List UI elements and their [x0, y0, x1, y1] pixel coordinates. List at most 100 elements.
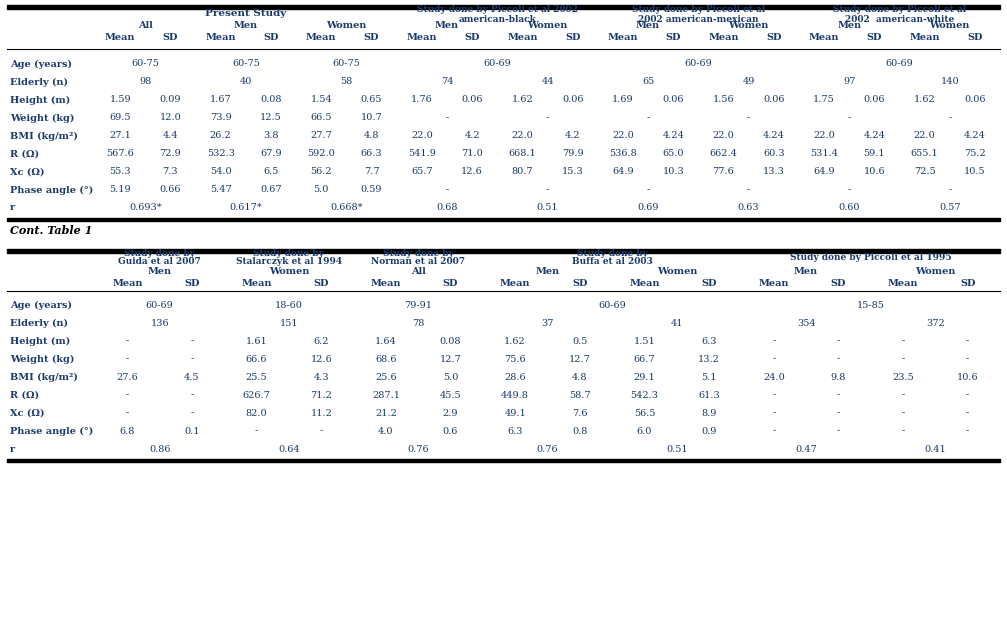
Text: 0.8: 0.8 [572, 426, 587, 435]
Text: Women: Women [657, 266, 697, 275]
Text: SD: SD [766, 33, 781, 42]
Text: Men: Men [435, 22, 459, 31]
Text: -: - [772, 408, 775, 417]
Text: SD: SD [313, 278, 329, 287]
Text: Mean: Mean [508, 33, 538, 42]
Text: 22.0: 22.0 [512, 131, 534, 141]
Text: 27.6: 27.6 [117, 372, 138, 381]
Text: 22.0: 22.0 [411, 131, 433, 141]
Text: 6.3: 6.3 [701, 337, 717, 346]
Text: 151: 151 [280, 319, 298, 328]
Text: Men: Men [234, 22, 258, 31]
Text: 1.56: 1.56 [713, 95, 734, 104]
Text: 28.6: 28.6 [505, 372, 526, 381]
Text: 66.5: 66.5 [310, 113, 332, 122]
Text: 0.08: 0.08 [440, 337, 461, 346]
Text: -: - [126, 355, 129, 364]
Text: 49: 49 [742, 77, 755, 86]
Text: -: - [646, 113, 650, 122]
Text: -: - [966, 337, 970, 346]
Text: -: - [772, 355, 775, 364]
Text: 4.0: 4.0 [379, 426, 394, 435]
Text: 4.2: 4.2 [464, 131, 480, 141]
Text: 0.06: 0.06 [663, 95, 684, 104]
Text: 98: 98 [139, 77, 151, 86]
Text: 6.8: 6.8 [120, 426, 135, 435]
Text: 0.57: 0.57 [939, 204, 961, 212]
Text: 23.5: 23.5 [892, 372, 914, 381]
Text: 0.67: 0.67 [260, 186, 282, 195]
Text: -: - [837, 426, 840, 435]
Text: 1.76: 1.76 [411, 95, 433, 104]
Text: Mean: Mean [105, 33, 135, 42]
Text: 65.7: 65.7 [411, 168, 433, 177]
Text: 13.3: 13.3 [763, 168, 784, 177]
Text: 1.59: 1.59 [110, 95, 131, 104]
Text: 45.5: 45.5 [440, 390, 461, 399]
Text: 71.0: 71.0 [461, 150, 483, 159]
Text: -: - [901, 390, 904, 399]
Text: Men: Men [536, 266, 560, 275]
Text: 4.24: 4.24 [663, 131, 684, 141]
Text: 37: 37 [541, 319, 554, 328]
Text: Guida et al 2007: Guida et al 2007 [118, 257, 201, 266]
Text: 0.1: 0.1 [184, 426, 199, 435]
Text: 60-75: 60-75 [332, 60, 361, 68]
Text: 0.06: 0.06 [864, 95, 885, 104]
Text: 0.693*: 0.693* [129, 204, 161, 212]
Text: -: - [255, 426, 258, 435]
Text: -: - [837, 337, 840, 346]
Text: 6.5: 6.5 [263, 168, 279, 177]
Text: 140: 140 [941, 77, 959, 86]
Text: -: - [966, 355, 970, 364]
Text: 10.6: 10.6 [957, 372, 979, 381]
Text: 71.2: 71.2 [310, 390, 332, 399]
Text: -: - [772, 426, 775, 435]
Text: 22.0: 22.0 [814, 131, 835, 141]
Text: 0.51: 0.51 [537, 204, 558, 212]
Text: 97: 97 [843, 77, 855, 86]
Text: 10.7: 10.7 [361, 113, 383, 122]
Text: Study done by: Study done by [383, 250, 453, 259]
Text: 56.2: 56.2 [310, 168, 332, 177]
Text: 27.7: 27.7 [310, 131, 332, 141]
Text: BMI (kg/m²): BMI (kg/m²) [10, 131, 78, 141]
Text: 4.3: 4.3 [313, 372, 329, 381]
Text: 0.09: 0.09 [160, 95, 181, 104]
Text: 5.47: 5.47 [209, 186, 232, 195]
Text: 1.64: 1.64 [375, 337, 397, 346]
Text: Age (years): Age (years) [10, 60, 71, 68]
Text: 0.06: 0.06 [964, 95, 986, 104]
Text: SD: SD [364, 33, 380, 42]
Text: 75.6: 75.6 [505, 355, 526, 364]
Text: 0.86: 0.86 [149, 445, 170, 454]
Text: BMI (kg/m²): BMI (kg/m²) [10, 372, 78, 381]
Text: 0.47: 0.47 [796, 445, 817, 454]
Text: 15-85: 15-85 [857, 301, 885, 310]
Text: All: All [411, 266, 426, 275]
Text: 655.1: 655.1 [910, 150, 939, 159]
Text: 4.2: 4.2 [565, 131, 580, 141]
Text: Mean: Mean [499, 278, 531, 287]
Text: 73.9: 73.9 [209, 113, 232, 122]
Text: 0.59: 0.59 [361, 186, 383, 195]
Text: Study done by Piccoli et al 1995: Study done by Piccoli et al 1995 [789, 253, 952, 262]
Text: 78: 78 [412, 319, 424, 328]
Text: 4.8: 4.8 [572, 372, 587, 381]
Text: SD: SD [867, 33, 882, 42]
Text: 58.7: 58.7 [569, 390, 591, 399]
Text: 7.7: 7.7 [364, 168, 380, 177]
Text: 1.75: 1.75 [814, 95, 835, 104]
Text: 79.9: 79.9 [562, 150, 583, 159]
Text: 0.06: 0.06 [461, 95, 482, 104]
Text: Study done by Piccoli et al: Study done by Piccoli et al [833, 6, 966, 15]
Text: Women: Women [326, 22, 367, 31]
Text: -: - [190, 390, 193, 399]
Text: -: - [837, 408, 840, 417]
Text: SD: SD [702, 278, 717, 287]
Text: -: - [546, 186, 549, 195]
Text: 60-69: 60-69 [146, 301, 173, 310]
Text: 77.6: 77.6 [713, 168, 734, 177]
Text: 1.62: 1.62 [505, 337, 526, 346]
Text: 0.65: 0.65 [361, 95, 383, 104]
